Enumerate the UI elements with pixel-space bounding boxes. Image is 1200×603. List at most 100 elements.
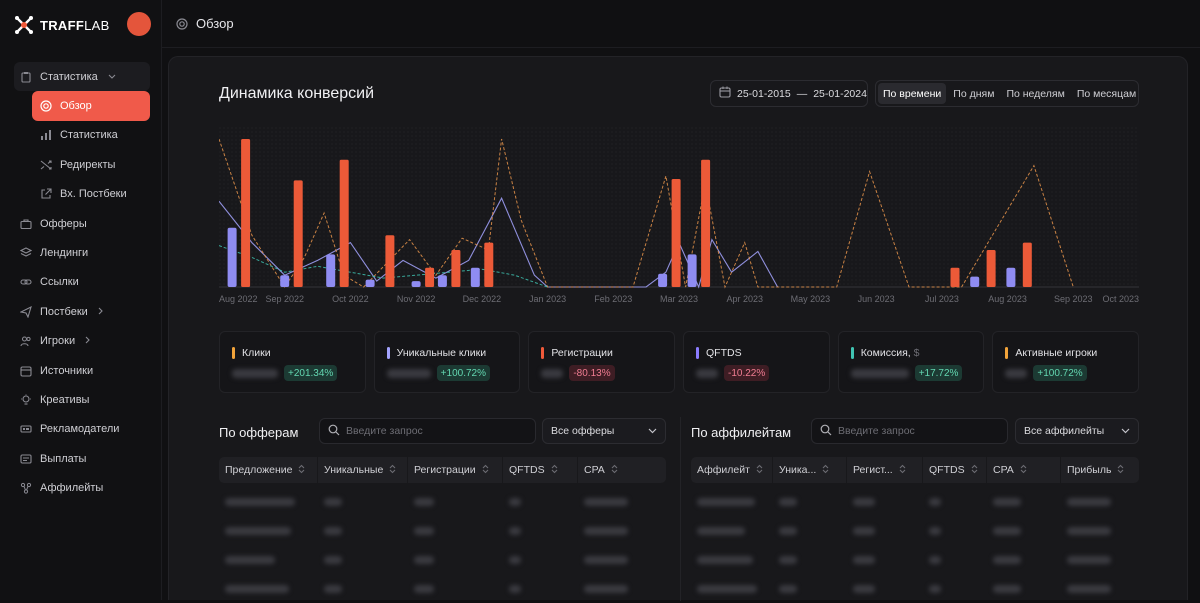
bar-purple[interactable] xyxy=(227,227,237,287)
sidebar-item-6[interactable]: Лендинги xyxy=(14,238,150,267)
bar-purple[interactable] xyxy=(1006,267,1016,287)
affiliates-search-input[interactable] xyxy=(838,425,988,437)
stat-color-marker xyxy=(1005,347,1009,359)
x-tick-label: Jul 2023 xyxy=(925,294,959,304)
bar-purple[interactable] xyxy=(970,276,980,287)
column-header[interactable]: Прибыль xyxy=(1061,457,1139,483)
sidebar-item-10[interactable]: Источники xyxy=(14,356,150,385)
column-header[interactable]: Предложение xyxy=(219,457,318,483)
x-tick-label: Sep 2023 xyxy=(1054,294,1093,304)
bar-purple[interactable] xyxy=(687,254,697,287)
affiliates-search[interactable] xyxy=(811,418,1008,444)
x-tick-label: Nov 2022 xyxy=(397,294,436,304)
date-range-picker[interactable]: 25-01-2015 — 25-01-2024 xyxy=(710,80,868,107)
sidebar-item-8[interactable]: Постбеки xyxy=(14,297,150,326)
sidebar-item-13[interactable]: Выплаты xyxy=(14,444,150,473)
bar-purple[interactable] xyxy=(470,267,480,287)
sidebar-item-9[interactable]: Игроки xyxy=(14,327,150,356)
bar-orange[interactable] xyxy=(671,179,681,287)
x-tick-label: Feb 2023 xyxy=(594,294,632,304)
offers-search-input[interactable] xyxy=(346,425,516,437)
column-header[interactable]: QFTDS xyxy=(503,457,578,483)
x-tick-label: Apr 2023 xyxy=(726,294,763,304)
column-header-label: Аффилейт xyxy=(697,464,750,476)
sidebar-item-11[interactable]: Креативы xyxy=(14,385,150,414)
sidebar-item-0[interactable]: Статистика xyxy=(14,62,150,92)
sidebar-item-14[interactable]: Аффилейты xyxy=(14,473,150,502)
bar-orange[interactable] xyxy=(425,267,435,287)
table-row[interactable] xyxy=(219,574,666,603)
affiliates-filter-select[interactable]: Все аффилейты xyxy=(1015,418,1139,444)
column-header[interactable]: Регистрации xyxy=(408,457,503,483)
bar-orange[interactable] xyxy=(293,180,303,287)
tab-by-time[interactable]: По времени xyxy=(878,83,947,104)
avatar[interactable] xyxy=(127,12,151,36)
sidebar-item-5[interactable]: Офферы xyxy=(14,209,150,238)
bar-purple[interactable] xyxy=(365,279,375,287)
column-header[interactable]: Аффилейт xyxy=(691,457,773,483)
table-cell-hidden xyxy=(773,555,847,564)
search-icon xyxy=(328,424,340,439)
stat-label: QFTDS xyxy=(706,347,742,359)
bar-orange[interactable] xyxy=(241,139,251,287)
bar-purple[interactable] xyxy=(437,275,447,287)
chart-title: Динамика конверсий xyxy=(219,85,375,102)
sort-icon xyxy=(756,464,763,476)
bar-orange[interactable] xyxy=(451,250,461,287)
column-header[interactable]: CPA xyxy=(578,457,666,483)
sidebar-item-label: Обзор xyxy=(60,100,92,113)
sidebar-item-3[interactable]: Редиректы xyxy=(32,150,150,179)
table-row[interactable] xyxy=(691,545,1139,574)
tab-by-months[interactable]: По месяцам xyxy=(1076,87,1137,100)
network-icon xyxy=(20,482,32,494)
column-header[interactable]: QFTDS xyxy=(923,457,987,483)
logo-text: TRAFFLAB xyxy=(40,17,110,33)
sidebar-item-label: Аффилейты xyxy=(40,482,104,495)
bar-purple[interactable] xyxy=(280,275,290,287)
sidebar-item-2[interactable]: Статистика xyxy=(32,121,150,150)
x-tick-label: May 2023 xyxy=(791,294,831,304)
bar-purple[interactable] xyxy=(326,254,336,287)
tab-by-weeks[interactable]: По неделям xyxy=(1006,87,1065,100)
logo-icon xyxy=(14,15,34,35)
sidebar-item-1[interactable]: Обзор xyxy=(32,91,150,121)
stat-card: Уникальные клики +100.72% xyxy=(373,331,521,393)
bar-orange[interactable] xyxy=(339,159,349,287)
table-row[interactable] xyxy=(219,487,666,516)
sidebar-item-12[interactable]: Рекламодатели xyxy=(14,415,150,444)
bar-orange[interactable] xyxy=(1022,242,1032,287)
bar-orange[interactable] xyxy=(701,159,711,287)
column-header-label: QFTDS xyxy=(509,464,545,476)
affiliates-table-header: Аффилейт Уника... Регист... QFTDS CPA Прибыль xyxy=(691,457,1139,483)
chevron-down-icon xyxy=(1121,425,1130,437)
table-row[interactable] xyxy=(691,516,1139,545)
stat-label: Активные игроки xyxy=(1015,347,1098,359)
bar-orange[interactable] xyxy=(385,235,395,287)
column-header[interactable]: Уникальные xyxy=(318,457,408,483)
table-row[interactable] xyxy=(691,487,1139,516)
affiliates-table-body xyxy=(691,487,1139,603)
bar-orange[interactable] xyxy=(986,250,996,287)
sidebar-item-label: Офферы xyxy=(40,217,87,230)
column-header[interactable]: Регист... xyxy=(847,457,923,483)
table-cell-hidden xyxy=(503,555,578,564)
bar-purple[interactable] xyxy=(658,273,668,287)
table-cell-hidden xyxy=(408,555,503,564)
table-row[interactable] xyxy=(219,516,666,545)
column-header[interactable]: Уника... xyxy=(773,457,847,483)
sidebar-item-7[interactable]: Ссылки xyxy=(14,268,150,297)
bar-orange[interactable] xyxy=(950,267,960,287)
stat-label: Уникальные клики xyxy=(396,347,487,359)
column-header[interactable]: CPA xyxy=(987,457,1061,483)
logo[interactable]: TRAFFLAB xyxy=(14,14,110,36)
bar-orange[interactable] xyxy=(484,242,494,287)
stat-color-marker xyxy=(232,347,235,359)
offers-filter-select[interactable]: Все офферы xyxy=(542,418,666,444)
table-row[interactable] xyxy=(691,574,1139,603)
sort-icon xyxy=(822,464,829,476)
tab-by-days[interactable]: По дням xyxy=(953,87,995,100)
sidebar-item-4[interactable]: Вх. Постбеки xyxy=(32,180,150,209)
offers-search[interactable] xyxy=(319,418,536,444)
bar-purple[interactable] xyxy=(411,281,421,287)
table-row[interactable] xyxy=(219,545,666,574)
